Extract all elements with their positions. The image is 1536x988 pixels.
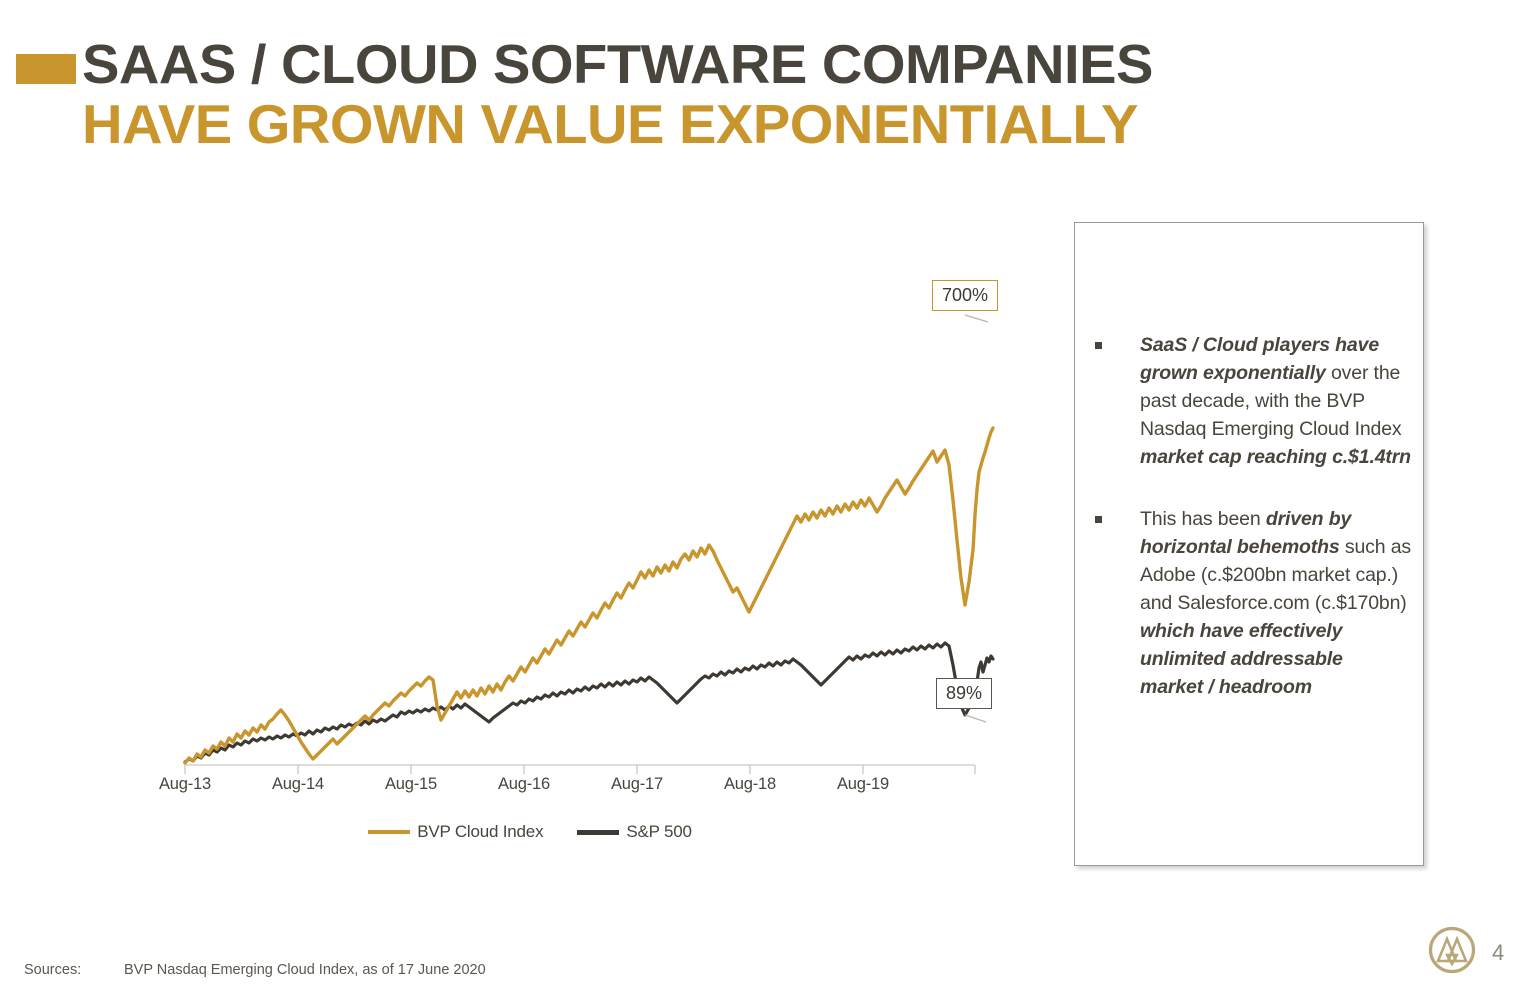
chart-x-ticks xyxy=(184,765,976,774)
footer-sources-label: Sources: xyxy=(24,962,82,978)
footer-sources-text: BVP Nasdaq Emerging Cloud Index, as of 1… xyxy=(124,962,486,978)
chart-legend: BVP Cloud Index S&P 500 xyxy=(20,822,1040,842)
x-tick-label: Aug-15 xyxy=(384,775,437,793)
legend-item-bvp-cloud-index[interactable]: BVP Cloud Index xyxy=(368,822,544,842)
legend-item-sp500[interactable]: S&P 500 xyxy=(577,822,692,842)
chart-container: Aug-13 Aug-14 Aug-15 Aug-16 Aug-17 Aug-1… xyxy=(20,210,1040,870)
x-tick-label: Aug-16 xyxy=(497,775,550,793)
x-tick-label: Aug-13 xyxy=(158,775,211,793)
footer-sources: Sources: BVP Nasdaq Emerging Cloud Index… xyxy=(24,962,486,978)
page-title: SAAS / CLOUD SOFTWARE COMPANIES HAVE GRO… xyxy=(82,34,1382,154)
bullet-text: This has been driven by horizontal behem… xyxy=(1140,508,1412,698)
legend-label: S&P 500 xyxy=(626,822,692,841)
series-line-sp500 xyxy=(183,641,995,764)
legend-swatch-icon xyxy=(368,830,411,834)
callout-cloud-index-value: 700% xyxy=(932,280,999,311)
company-logo-icon xyxy=(1428,926,1476,974)
commentary-bullet-list: SaaS / Cloud players have grown exponent… xyxy=(1095,331,1411,735)
title-line-secondary: HAVE GROWN VALUE EXPONENTIALLY xyxy=(82,93,1138,155)
callout-sp500-value: 89% xyxy=(936,678,993,709)
x-tick-label: Aug-19 xyxy=(836,775,889,793)
growth-line-chart xyxy=(183,426,995,774)
bullet-text: SaaS / Cloud players have grown exponent… xyxy=(1140,334,1411,468)
x-tick-label: Aug-17 xyxy=(610,775,663,793)
bullet-square-icon xyxy=(1095,342,1102,349)
legend-label: BVP Cloud Index xyxy=(417,822,544,841)
page-number: 4 xyxy=(1492,940,1505,965)
x-tick-label: Aug-18 xyxy=(723,775,776,793)
legend-swatch-icon xyxy=(577,829,620,835)
x-tick-label: Aug-14 xyxy=(271,775,324,793)
series-line-bvp-cloud-index xyxy=(183,426,995,765)
list-item: This has been driven by horizontal behem… xyxy=(1095,505,1411,701)
commentary-textbox: SaaS / Cloud players have grown exponent… xyxy=(1074,222,1424,866)
list-item: SaaS / Cloud players have grown exponent… xyxy=(1095,331,1411,471)
title-line-primary: SAAS / CLOUD SOFTWARE COMPANIES xyxy=(82,33,1153,95)
title-accent-bar xyxy=(16,54,76,84)
bullet-square-icon xyxy=(1095,516,1102,523)
